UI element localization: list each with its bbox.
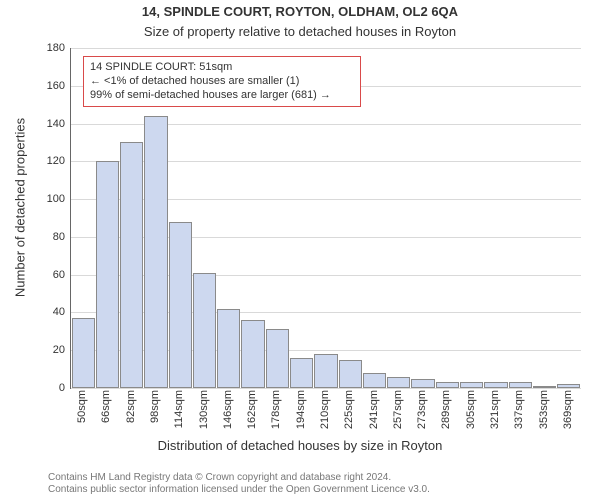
- x-tick: 321sqm: [489, 390, 501, 429]
- bar: [241, 320, 264, 388]
- y-tick: 100: [47, 193, 65, 205]
- bar: [436, 382, 459, 388]
- bar: [96, 161, 119, 388]
- x-tick: 82sqm: [125, 390, 137, 423]
- bar: [460, 382, 483, 388]
- title-line2: Size of property relative to detached ho…: [0, 24, 600, 39]
- x-axis-label: Distribution of detached houses by size …: [0, 438, 600, 453]
- y-tick: 20: [53, 344, 65, 356]
- x-tick: 273sqm: [416, 390, 428, 429]
- bar: [169, 222, 192, 388]
- bar: [72, 318, 95, 388]
- y-axis-label: Number of detached properties: [13, 48, 28, 368]
- annotation-line: 14 SPINDLE COURT: 51sqm: [90, 61, 354, 75]
- bar: [411, 379, 434, 388]
- x-tick: 50sqm: [76, 390, 88, 423]
- y-tick: 40: [53, 306, 65, 318]
- x-tick: 114sqm: [173, 390, 185, 428]
- y-tick: 60: [53, 269, 65, 281]
- bar: [363, 373, 386, 388]
- bar: [484, 382, 507, 388]
- x-tick: 130sqm: [198, 390, 210, 429]
- bar: [533, 386, 556, 388]
- bar: [120, 142, 143, 388]
- y-tick: 160: [47, 80, 65, 92]
- x-tick: 241sqm: [368, 390, 380, 429]
- x-tick: 98sqm: [149, 390, 161, 423]
- bar: [193, 273, 216, 388]
- footer-attribution: Contains HM Land Registry data © Crown c…: [48, 472, 430, 496]
- x-tick: 353sqm: [538, 390, 550, 429]
- y-tick: 140: [47, 118, 65, 130]
- y-tick: 120: [47, 155, 65, 167]
- x-tick: 257sqm: [392, 390, 404, 429]
- x-tick: 66sqm: [100, 390, 112, 423]
- annotation-line: ← <1% of detached houses are smaller (1): [90, 75, 354, 89]
- x-tick: 162sqm: [246, 390, 258, 429]
- grid-line: [71, 388, 581, 389]
- chart-container: 14, SPINDLE COURT, ROYTON, OLDHAM, OL2 6…: [0, 0, 600, 500]
- bar: [557, 384, 580, 388]
- bar: [339, 360, 362, 388]
- plot-area: 020406080100120140160180 14 SPINDLE COUR…: [70, 48, 581, 389]
- x-tick: 289sqm: [440, 390, 452, 429]
- bar: [266, 329, 289, 388]
- x-tick: 305sqm: [465, 390, 477, 429]
- bar: [509, 382, 532, 388]
- annotation-line: 99% of semi-detached houses are larger (…: [90, 89, 354, 103]
- x-tick: 146sqm: [222, 390, 234, 429]
- bar: [290, 358, 313, 388]
- y-tick: 0: [59, 382, 65, 394]
- x-tick: 225sqm: [343, 390, 355, 429]
- title-line1: 14, SPINDLE COURT, ROYTON, OLDHAM, OL2 6…: [0, 4, 600, 19]
- bar: [144, 116, 167, 388]
- footer-line1: Contains HM Land Registry data © Crown c…: [48, 472, 430, 484]
- bar: [314, 354, 337, 388]
- x-tick: 337sqm: [513, 390, 525, 429]
- y-tick: 180: [47, 42, 65, 54]
- annotation-box: 14 SPINDLE COURT: 51sqm← <1% of detached…: [83, 56, 361, 107]
- x-tick: 194sqm: [295, 390, 307, 429]
- y-tick: 80: [53, 231, 65, 243]
- x-tick: 210sqm: [319, 390, 331, 429]
- x-tick: 369sqm: [562, 390, 574, 429]
- x-tick: 178sqm: [270, 390, 282, 429]
- bar: [217, 309, 240, 388]
- footer-line2: Contains public sector information licen…: [48, 484, 430, 496]
- bar: [387, 377, 410, 388]
